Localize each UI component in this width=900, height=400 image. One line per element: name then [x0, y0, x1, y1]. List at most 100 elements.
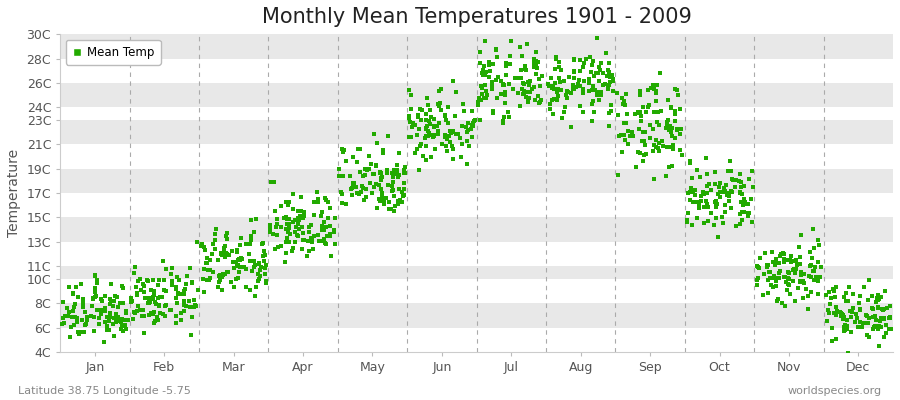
Point	[184, 279, 199, 285]
Point	[789, 266, 804, 273]
Point	[569, 84, 583, 90]
Point	[474, 91, 489, 98]
Point	[526, 60, 541, 66]
Point	[623, 133, 637, 140]
Point	[74, 280, 88, 287]
Point	[709, 204, 724, 210]
Point	[528, 60, 543, 66]
Point	[336, 173, 350, 180]
Point	[534, 96, 548, 103]
Point	[801, 292, 815, 299]
Point	[115, 328, 130, 334]
Point	[821, 306, 835, 313]
Point	[389, 167, 403, 173]
Point	[224, 278, 238, 285]
Point	[403, 134, 418, 140]
Point	[601, 86, 616, 92]
Point	[528, 49, 543, 55]
Point	[346, 180, 360, 186]
Point	[141, 300, 156, 306]
Point	[527, 56, 542, 62]
Point	[782, 276, 796, 282]
Point	[145, 294, 159, 301]
Point	[170, 274, 184, 280]
Point	[860, 297, 875, 304]
Point	[296, 208, 310, 215]
Point	[225, 248, 239, 255]
Point	[390, 170, 404, 177]
Point	[411, 112, 426, 118]
Point	[459, 161, 473, 167]
Point	[220, 230, 235, 236]
Point	[777, 259, 791, 266]
Point	[58, 319, 72, 326]
Point	[621, 128, 635, 134]
Point	[85, 303, 99, 309]
Point	[733, 221, 747, 228]
Point	[177, 298, 192, 304]
Point	[116, 285, 130, 292]
Point	[218, 243, 232, 250]
Point	[292, 216, 306, 223]
Point	[229, 259, 243, 265]
Point	[315, 238, 329, 244]
Point	[683, 197, 698, 203]
Point	[384, 188, 399, 194]
Point	[432, 100, 446, 106]
Point	[419, 143, 434, 149]
Point	[742, 210, 756, 216]
Point	[278, 214, 293, 220]
Point	[791, 285, 806, 292]
Point	[860, 313, 875, 319]
Point	[157, 287, 171, 294]
Point	[257, 251, 272, 258]
Point	[282, 221, 296, 227]
Point	[852, 293, 867, 300]
Point	[322, 223, 337, 230]
Point	[567, 68, 581, 74]
Point	[604, 108, 618, 115]
Point	[177, 288, 192, 294]
Point	[786, 258, 800, 264]
Point	[772, 268, 787, 274]
Point	[142, 299, 157, 306]
Point	[635, 128, 650, 135]
Point	[662, 127, 676, 134]
Point	[655, 138, 670, 144]
Point	[315, 209, 329, 215]
Point	[606, 88, 620, 94]
Point	[129, 264, 143, 270]
Point	[132, 276, 147, 282]
Point	[211, 284, 225, 290]
Point	[108, 310, 122, 317]
Point	[352, 191, 366, 197]
Point	[428, 146, 442, 152]
Point	[146, 310, 160, 317]
Point	[712, 184, 726, 190]
Point	[165, 281, 179, 288]
Point	[846, 305, 860, 311]
Point	[781, 257, 796, 263]
Point	[828, 284, 842, 290]
Point	[778, 302, 792, 309]
Point	[516, 80, 530, 86]
Point	[616, 132, 631, 138]
Point	[668, 118, 682, 125]
Point	[291, 215, 305, 222]
Point	[521, 97, 535, 104]
Point	[293, 213, 308, 220]
Point	[832, 309, 847, 315]
Point	[380, 167, 394, 173]
Point	[64, 314, 78, 321]
Point	[108, 315, 122, 321]
Point	[438, 112, 453, 118]
Point	[559, 92, 573, 98]
Point	[590, 91, 604, 98]
Point	[214, 251, 229, 257]
Point	[626, 133, 640, 139]
Point	[350, 189, 365, 196]
Point	[875, 306, 889, 313]
Point	[119, 326, 133, 332]
Point	[533, 99, 547, 105]
Point	[819, 318, 833, 324]
